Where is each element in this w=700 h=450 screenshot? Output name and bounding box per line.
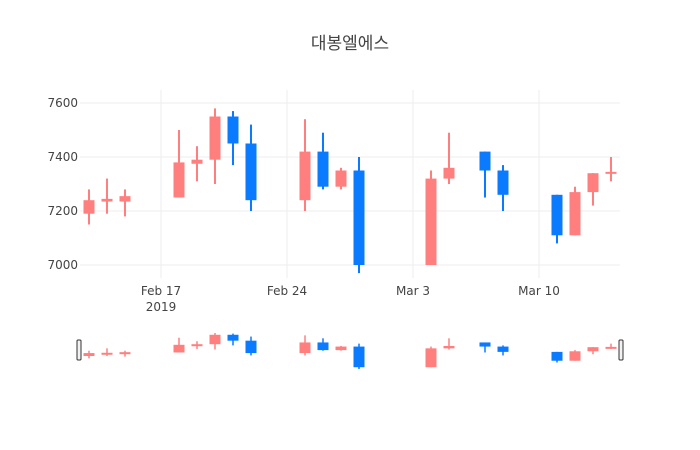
candle-decreasing[interactable] — [245, 124, 257, 211]
x-tick-label: Feb 24 — [267, 284, 307, 298]
y-tick-label: 7000 — [47, 258, 78, 272]
range-slider[interactable] — [76, 332, 624, 372]
slider-candle — [569, 350, 581, 361]
slider-candle — [119, 350, 131, 357]
slider-candle — [497, 345, 509, 356]
main-plot-candles[interactable] — [83, 108, 617, 274]
candle-decreasing[interactable] — [317, 132, 329, 190]
x-gridlines — [160, 90, 540, 278]
x-tick-label: Mar 3 — [396, 284, 430, 298]
candle-decreasing[interactable] — [551, 194, 563, 244]
slider-candle — [443, 338, 455, 350]
candle-increasing[interactable] — [425, 170, 437, 266]
slider-candle — [191, 341, 203, 349]
candle-increasing[interactable] — [299, 119, 311, 211]
candle-decreasing[interactable] — [227, 111, 239, 166]
candle-increasing[interactable] — [587, 173, 599, 206]
slider-candle — [83, 350, 95, 359]
y-gridlines — [80, 102, 620, 266]
slider-candle — [425, 346, 437, 368]
candle-increasing[interactable] — [173, 130, 185, 198]
slider-candle — [587, 347, 599, 355]
slider-candle — [317, 338, 329, 351]
slider-candle — [227, 333, 239, 346]
candle-increasing[interactable] — [191, 146, 203, 182]
range-slider-right-handle[interactable] — [618, 339, 624, 361]
range-slider-candles — [83, 333, 617, 369]
candle-increasing[interactable] — [83, 189, 95, 225]
chart-title: 대봉엘에스 — [311, 34, 389, 54]
candle-increasing[interactable] — [209, 108, 221, 184]
candle-increasing[interactable] — [605, 157, 617, 182]
candle-decreasing[interactable] — [497, 165, 509, 211]
slider-candle — [335, 345, 347, 351]
x-tick-label: Feb 17 — [141, 284, 181, 298]
candle-decreasing[interactable] — [479, 151, 491, 198]
slider-candle — [209, 333, 221, 350]
range-slider-left-handle[interactable] — [76, 339, 82, 361]
x-tick-sublabel: 2019 — [146, 300, 177, 314]
y-tick-label: 7600 — [47, 96, 78, 110]
candle-increasing[interactable] — [335, 167, 347, 190]
slider-candle — [101, 348, 113, 357]
slider-candle — [353, 343, 365, 369]
x-axis-tick-labels: Feb 17 2019 Feb 24 Mar 3 Mar 10 — [141, 284, 560, 314]
slider-candle — [605, 343, 617, 349]
y-tick-label: 7200 — [47, 204, 78, 218]
candle-increasing[interactable] — [101, 178, 113, 214]
y-tick-label: 7400 — [47, 150, 78, 164]
range-slider-background[interactable] — [80, 332, 620, 372]
slider-candle — [173, 337, 185, 353]
candle-increasing[interactable] — [443, 132, 455, 184]
y-axis-tick-labels: 7000 7200 7400 7600 — [47, 96, 78, 272]
x-tick-label: Mar 10 — [518, 284, 560, 298]
slider-candle — [479, 342, 491, 353]
slider-candle — [245, 336, 257, 356]
candle-increasing[interactable] — [119, 189, 131, 217]
candle-increasing[interactable] — [569, 186, 581, 236]
candle-decreasing[interactable] — [353, 157, 365, 274]
slider-candle — [299, 335, 311, 356]
slider-candle — [551, 351, 563, 363]
